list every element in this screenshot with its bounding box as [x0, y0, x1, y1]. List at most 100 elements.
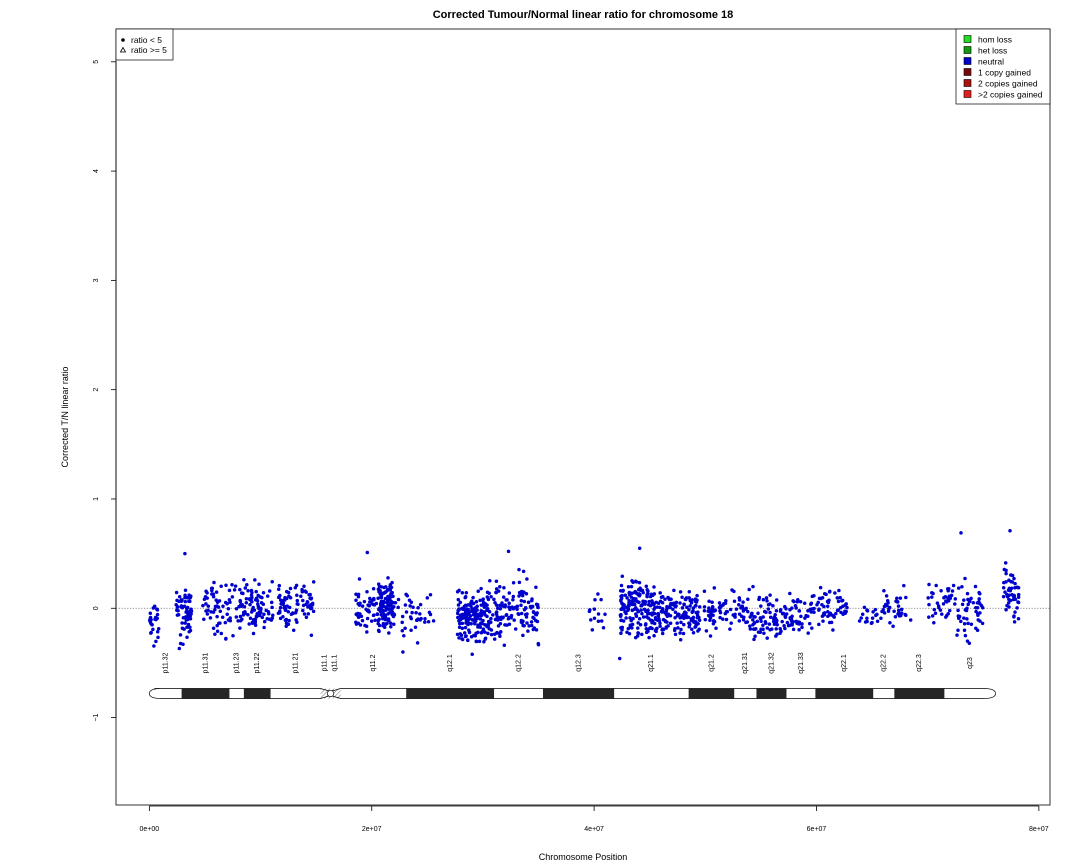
data-point-outlier — [365, 550, 370, 555]
data-point — [472, 612, 477, 616]
data-point — [649, 592, 654, 597]
data-point — [486, 631, 490, 636]
data-point — [879, 616, 883, 620]
data-point — [841, 604, 845, 608]
data-point — [360, 604, 365, 608]
data-point — [710, 605, 715, 609]
data-point — [892, 609, 896, 614]
data-point — [627, 591, 631, 595]
data-point — [840, 599, 844, 603]
ideogram-band-q12-1 — [406, 688, 495, 699]
x-tick-label: 6e+07 — [807, 826, 827, 833]
ideogram-band-label: q23 — [967, 657, 974, 669]
data-point — [770, 627, 774, 631]
data-point — [944, 599, 948, 603]
data-point — [930, 590, 934, 595]
data-point — [717, 601, 722, 605]
data-point — [529, 620, 534, 624]
data-point — [797, 608, 802, 613]
data-point — [470, 609, 475, 614]
data-point — [652, 585, 656, 589]
data-point — [400, 620, 404, 625]
data-point — [939, 588, 943, 593]
data-point — [427, 610, 432, 615]
data-point — [258, 595, 262, 599]
data-point — [788, 616, 793, 621]
data-point — [386, 576, 390, 580]
data-point — [291, 628, 296, 632]
data-point — [794, 606, 798, 610]
data-point — [657, 616, 661, 621]
data-point — [948, 596, 953, 601]
data-point — [668, 621, 673, 626]
data-point — [463, 595, 467, 600]
legend-state-label: hom loss — [978, 35, 1012, 45]
data-point — [409, 628, 413, 633]
data-point — [238, 599, 243, 604]
data-point — [376, 596, 380, 600]
data-point — [619, 631, 623, 635]
data-point — [304, 615, 309, 619]
data-point — [253, 623, 258, 627]
data-point — [1010, 580, 1015, 584]
data-point — [756, 630, 761, 634]
data-point — [185, 625, 189, 629]
data-point — [629, 584, 634, 589]
data-point — [678, 638, 683, 642]
data-point — [658, 591, 662, 595]
ideogram-band-label: q12.3 — [575, 654, 582, 672]
data-point — [179, 599, 184, 604]
data-point — [962, 598, 966, 602]
data-point — [174, 590, 179, 595]
data-point — [764, 621, 768, 626]
data-point — [947, 608, 952, 613]
data-point — [691, 609, 695, 613]
data-point — [411, 605, 415, 609]
data-point — [802, 601, 807, 605]
data-point — [201, 603, 205, 608]
data-point — [1016, 595, 1021, 599]
data-point — [950, 589, 955, 593]
data-point — [487, 591, 491, 595]
data-point — [481, 600, 486, 605]
data-point — [844, 602, 848, 606]
data-point — [687, 625, 691, 629]
data-point — [519, 589, 524, 594]
data-point — [668, 605, 672, 610]
data-point — [511, 594, 516, 599]
data-point — [521, 633, 525, 638]
data-point — [599, 619, 604, 623]
data-point — [304, 602, 308, 607]
data-point — [691, 630, 696, 635]
data-point — [588, 608, 592, 612]
data-point — [798, 600, 803, 604]
data-point — [253, 598, 258, 602]
data-point — [762, 609, 767, 614]
ideogram-band-label: p11.23 — [233, 652, 240, 673]
data-point — [882, 588, 886, 593]
x-tick-label: 8e+07 — [1029, 826, 1049, 833]
data-point — [238, 619, 243, 623]
data-point — [456, 603, 461, 607]
data-point — [513, 605, 518, 610]
data-point — [489, 616, 493, 621]
data-point — [1012, 576, 1016, 581]
data-point — [154, 639, 158, 644]
data-point — [623, 593, 628, 598]
data-point — [415, 641, 420, 645]
data-point — [368, 596, 372, 601]
data-point — [927, 582, 931, 587]
data-point — [966, 621, 970, 626]
data-point — [215, 629, 220, 633]
data-point — [375, 612, 380, 616]
data-point — [509, 613, 514, 618]
data-point — [478, 617, 483, 621]
data-point — [694, 623, 698, 628]
data-point — [711, 622, 716, 626]
data-point — [392, 604, 396, 609]
ideogram-band-label: q22.1 — [841, 654, 848, 672]
data-point — [365, 616, 370, 621]
data-point — [206, 608, 210, 612]
data-point — [1001, 594, 1006, 599]
